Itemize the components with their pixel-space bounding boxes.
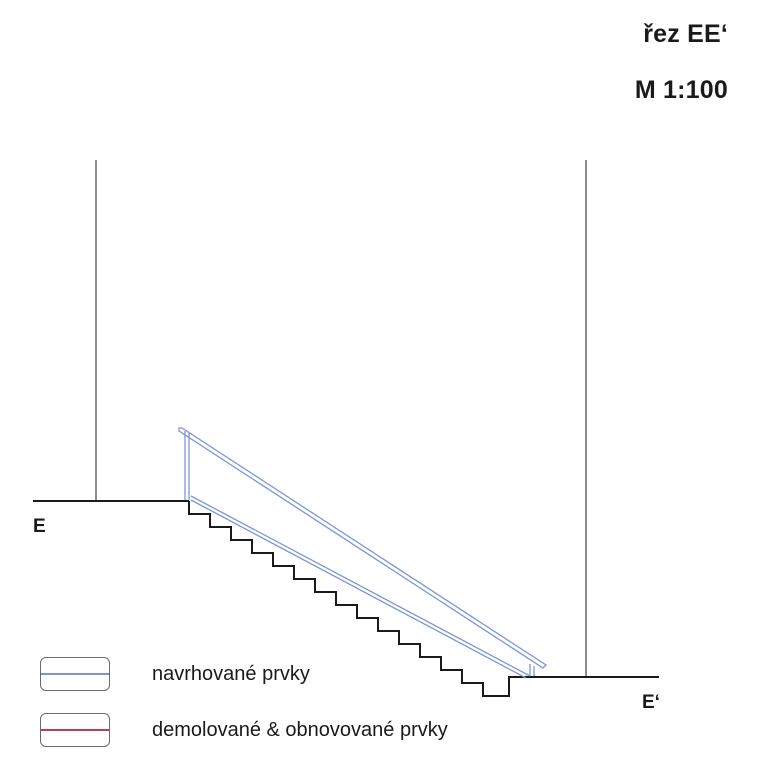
- section-mark-left: E: [33, 516, 46, 537]
- legend-label-demolished: demolované & obnovované prvky: [152, 718, 448, 741]
- legend-line-proposed: [41, 673, 109, 675]
- stair-steps: [188, 501, 659, 697]
- legend-line-demolished: [41, 729, 109, 731]
- legend-swatch-demolished: [40, 713, 110, 747]
- legend-swatch-proposed: [40, 657, 110, 691]
- stair-stringer-lower: [190, 499, 527, 679]
- legend-label-proposed: navrhované prvky: [152, 662, 310, 685]
- legend-item-proposed: navrhované prvky: [40, 656, 310, 692]
- section-mark-right: E‘: [642, 692, 660, 713]
- section-title: řez EE‘: [643, 20, 728, 48]
- existing-structure: [33, 160, 659, 697]
- scale-label: M 1:100: [634, 76, 728, 104]
- legend-item-demolished: demolované & obnovované prvky: [40, 712, 448, 748]
- stair-stringer-upper: [190, 495, 531, 677]
- handrail: [178, 427, 548, 669]
- proposed-elements: [178, 427, 548, 679]
